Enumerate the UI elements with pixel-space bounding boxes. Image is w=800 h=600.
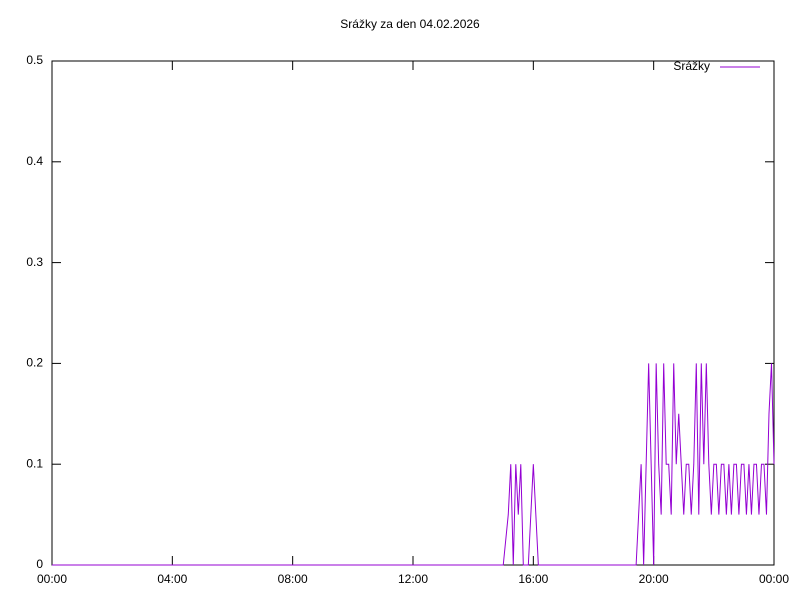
x-tick-label: 08:00 <box>278 572 308 586</box>
x-tick-label: 00:00 <box>37 572 67 586</box>
x-tick-label: 20:00 <box>639 572 669 586</box>
x-tick-label: 00:00 <box>759 572 789 586</box>
data-line <box>52 363 775 566</box>
x-tick-label: 12:00 <box>398 572 428 586</box>
legend-label: Srážky <box>673 59 710 73</box>
y-tick-label: 0.5 <box>26 53 43 67</box>
y-tick-label: 0.1 <box>26 456 43 470</box>
y-tick-label: 0.2 <box>26 356 43 370</box>
y-tick-label: 0.4 <box>26 154 43 168</box>
y-tick-label: 0.3 <box>26 255 43 269</box>
x-tick-label: 16:00 <box>518 572 548 586</box>
chart-title: Srážky za den 04.02.2026 <box>340 17 480 31</box>
x-tick-label: 04:00 <box>157 572 187 586</box>
y-tick-label: 0 <box>36 557 43 571</box>
